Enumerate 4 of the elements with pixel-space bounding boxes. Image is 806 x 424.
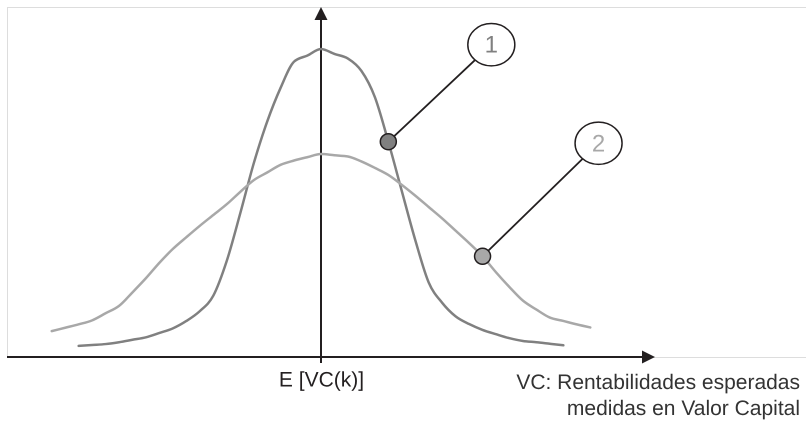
- text: 1: [484, 32, 498, 59]
- x-axis-title: E [VC(k)]: [278, 368, 364, 392]
- text: 2: [592, 130, 606, 158]
- text: VC: Rentabilidades esperadas medidas en Valor Capital: [516, 371, 800, 420]
